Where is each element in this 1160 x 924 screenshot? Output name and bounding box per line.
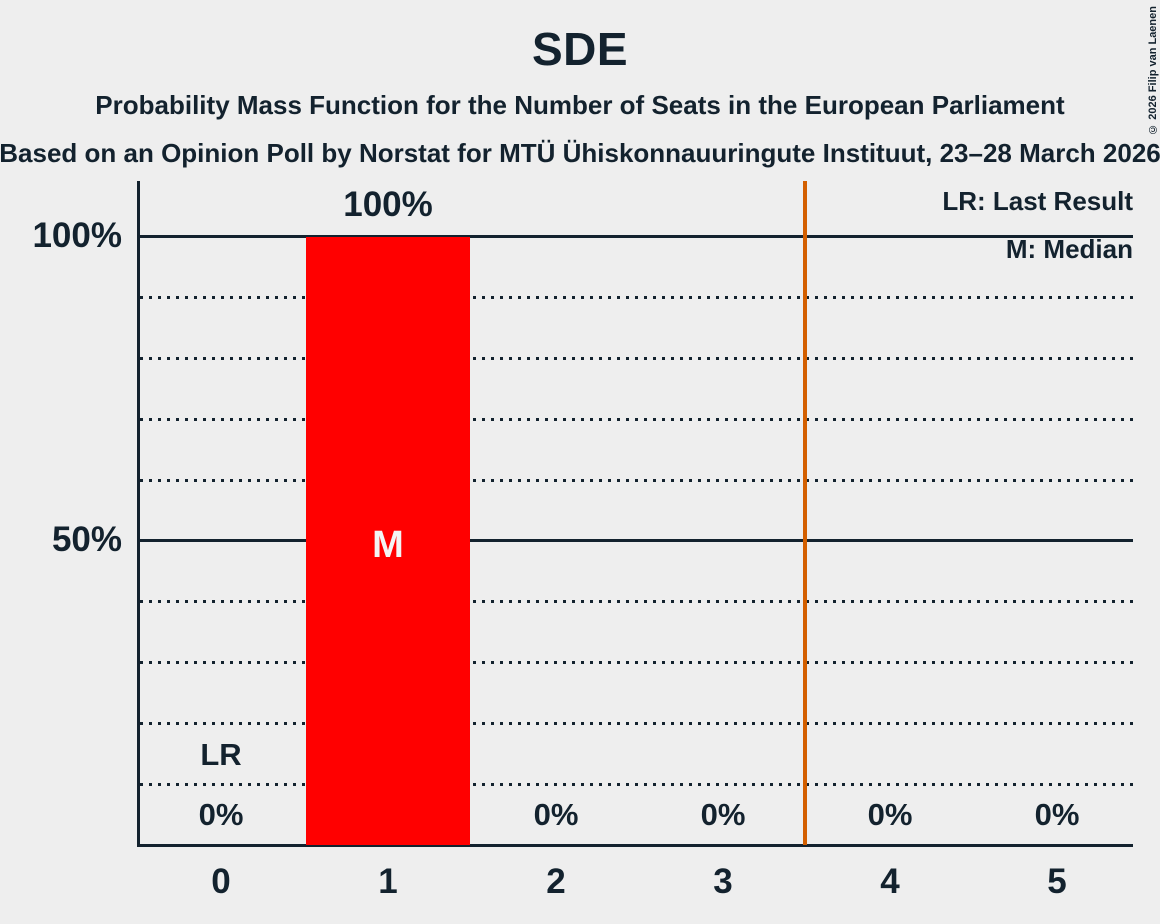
x-tick-4: 4 xyxy=(880,862,900,901)
value-label-seats-2: 0% xyxy=(533,797,579,832)
value-label-seats-5: 0% xyxy=(1034,797,1080,832)
x-tick-2: 2 xyxy=(546,862,566,901)
value-label-seats-0: 0% xyxy=(198,797,244,832)
y-axis-label-100: 100% xyxy=(32,216,122,255)
gridline-80pct xyxy=(140,357,1133,360)
gridline-90pct xyxy=(140,296,1133,299)
chart-subtitle: Probability Mass Function for the Number… xyxy=(95,90,1065,120)
gridline-70pct xyxy=(140,418,1133,421)
gridline-60pct xyxy=(140,479,1133,482)
bar-seats-1 xyxy=(306,237,470,845)
value-label-seats-4: 0% xyxy=(867,797,913,832)
legend-last-result: LR: Last Result xyxy=(942,186,1133,216)
gridline-20pct xyxy=(140,722,1133,725)
chart-source-line: Based on an Opinion Poll by Norstat for … xyxy=(0,138,1160,168)
gridline-100pct xyxy=(140,235,1133,238)
y-axis-line xyxy=(137,181,140,846)
x-axis-line xyxy=(137,844,1133,847)
value-label-seats-3: 0% xyxy=(700,797,746,832)
gridline-50pct xyxy=(140,539,1133,542)
x-tick-3: 3 xyxy=(713,862,733,901)
median-marker: M xyxy=(372,524,404,566)
x-tick-1: 1 xyxy=(378,862,398,901)
majority-threshold-line xyxy=(803,181,807,845)
gridline-10pct xyxy=(140,783,1133,786)
legend-median: M: Median xyxy=(1005,234,1133,264)
y-axis-label-50: 50% xyxy=(51,520,122,559)
copyright-note: © 2026 Filip van Laenen xyxy=(1147,6,1159,135)
gridline-40pct xyxy=(140,600,1133,603)
last-result-label: LR xyxy=(200,737,242,772)
x-tick-0: 0 xyxy=(211,862,231,901)
chart-title: SDE xyxy=(531,23,629,75)
gridline-30pct xyxy=(140,661,1133,664)
x-tick-5: 5 xyxy=(1047,862,1067,901)
value-label-seats-1: 100% xyxy=(343,185,433,224)
